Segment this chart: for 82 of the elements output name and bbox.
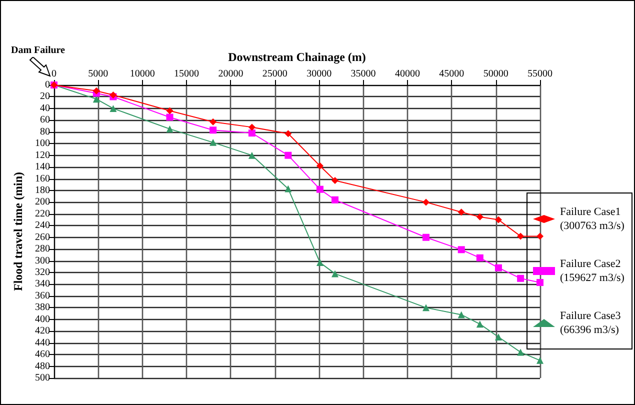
- point: [316, 259, 324, 266]
- y-tick-label: 380: [35, 302, 50, 314]
- point: [248, 130, 256, 137]
- point: [210, 118, 217, 126]
- y-tick-label: 160: [35, 173, 50, 184]
- x-tick-label: 50000: [483, 68, 508, 80]
- y-tick-label: 400: [35, 314, 50, 325]
- point: [331, 270, 338, 278]
- point: [92, 87, 100, 94]
- point: [422, 234, 430, 241]
- y-tick-label: 60: [40, 114, 50, 126]
- x-axis-title: Downstream Chainage (m): [228, 50, 366, 64]
- y-tick-label: 240: [35, 220, 50, 232]
- point: [422, 304, 430, 312]
- point: [517, 348, 524, 356]
- x-tick-label: 10000: [130, 68, 155, 80]
- x-tick-label: 40000: [394, 68, 420, 80]
- legend-label: Failure Case1 (300763 m3/s): [560, 206, 625, 232]
- point: [166, 114, 174, 121]
- point: [284, 185, 292, 192]
- x-tick-label: 30000: [306, 68, 332, 80]
- point: [166, 125, 174, 132]
- text: Dam Failure: [11, 45, 65, 56]
- y-tick-label: 80: [40, 126, 50, 138]
- y-tick-label: 280: [35, 244, 50, 255]
- y-tick-label: 300: [35, 255, 50, 266]
- y-tick-label: 480: [35, 360, 50, 372]
- y-tick-label: 420: [35, 326, 50, 337]
- point: [458, 246, 465, 254]
- x-tick-label: 25000: [262, 68, 288, 80]
- y-tick-label: 20: [40, 91, 50, 102]
- point: [284, 130, 292, 138]
- point: [536, 232, 544, 240]
- point: [110, 104, 117, 112]
- point: [422, 198, 430, 206]
- y-tick-label: 360: [35, 290, 50, 302]
- legend-label: Failure Case3 (66396 m3/s): [560, 310, 624, 336]
- y-tick-label: 220: [35, 208, 50, 220]
- y-tick-label: 200: [35, 196, 50, 208]
- point: [331, 177, 338, 184]
- point: [210, 126, 217, 134]
- point: [331, 196, 338, 204]
- point: [494, 216, 502, 224]
- y-tick-label: 260: [35, 232, 50, 243]
- legend-label: Failure Case2 (159627 m3/s): [560, 258, 625, 284]
- x-tick-label: 5000: [88, 68, 108, 80]
- y-tick-label: 180: [35, 184, 50, 196]
- point: [210, 138, 217, 146]
- point: [517, 274, 524, 282]
- point: [536, 356, 544, 364]
- y-tick-label: 460: [35, 349, 50, 360]
- point: [458, 311, 465, 318]
- y-tick-label: 340: [35, 278, 50, 290]
- x-tick-label: 20000: [218, 68, 244, 80]
- point: [166, 107, 174, 114]
- point: [494, 333, 502, 340]
- point: [248, 124, 256, 131]
- y-tick-label: 500: [35, 372, 50, 384]
- point: [536, 278, 544, 286]
- y-tick-label: 140: [35, 162, 50, 173]
- y-tick-label: 0: [45, 80, 50, 90]
- x-tick-label: 45000: [439, 68, 464, 80]
- point: [476, 213, 484, 220]
- point: [476, 320, 484, 328]
- y-tick-label: 320: [35, 267, 50, 278]
- point: [476, 254, 484, 262]
- y-tick-label: 100: [35, 138, 50, 150]
- y-tick-label: 40: [40, 102, 50, 114]
- point: [458, 208, 465, 216]
- y-tick-label: 440: [35, 337, 50, 348]
- point: [517, 232, 524, 240]
- y-axis-title: Flood travel time (min): [11, 172, 25, 291]
- point: [248, 152, 256, 159]
- x-tick-label: 35000: [350, 68, 376, 80]
- x-tick-label: 15000: [174, 68, 200, 80]
- x-tick-label: 55000: [528, 68, 552, 80]
- point: [92, 96, 100, 103]
- point: [316, 162, 324, 170]
- point: [284, 152, 292, 159]
- y-tick-label: 120: [35, 150, 50, 161]
- point: [316, 186, 324, 193]
- point: [494, 264, 502, 272]
